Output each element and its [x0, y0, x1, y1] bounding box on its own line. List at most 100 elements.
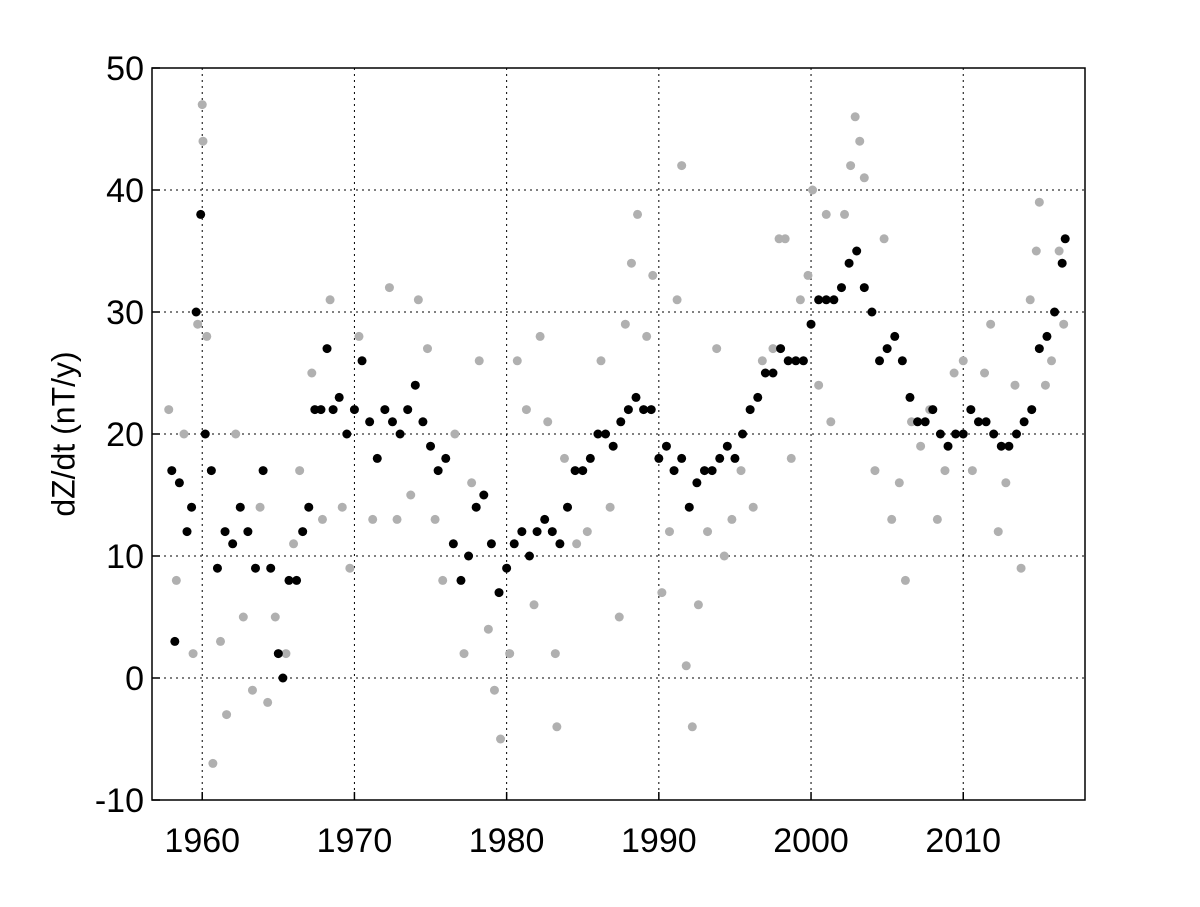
point	[578, 466, 588, 476]
point	[212, 563, 222, 573]
point	[585, 453, 595, 463]
point	[693, 600, 703, 610]
point	[935, 429, 945, 439]
point	[255, 502, 265, 512]
point	[502, 563, 512, 573]
point	[614, 612, 624, 622]
point	[826, 417, 836, 427]
point	[719, 551, 729, 561]
plot-frame	[151, 67, 1086, 801]
point	[1057, 258, 1067, 268]
point	[188, 649, 198, 659]
point	[803, 270, 813, 280]
point	[170, 636, 180, 646]
point	[646, 405, 656, 415]
point	[928, 405, 938, 415]
point	[284, 575, 294, 585]
point	[1034, 344, 1044, 354]
point	[1019, 417, 1029, 427]
point	[1010, 380, 1020, 390]
point	[231, 429, 241, 439]
point	[547, 527, 557, 537]
point	[900, 575, 910, 585]
point	[973, 417, 983, 427]
point	[555, 539, 565, 549]
point	[512, 356, 522, 366]
point	[410, 380, 420, 390]
point	[821, 295, 831, 305]
point	[316, 405, 326, 415]
point	[949, 368, 959, 378]
point	[657, 588, 667, 598]
x-tick-label: 1990	[621, 822, 697, 860]
point	[951, 429, 961, 439]
point	[196, 209, 206, 219]
point	[986, 319, 996, 329]
point	[243, 527, 253, 537]
point	[524, 551, 534, 561]
point	[450, 429, 460, 439]
point	[171, 575, 181, 585]
point	[808, 185, 818, 195]
point	[403, 405, 413, 415]
point	[222, 710, 232, 720]
point	[692, 478, 702, 488]
point	[852, 246, 862, 256]
point	[722, 441, 732, 451]
point	[357, 356, 367, 366]
point	[776, 344, 786, 354]
point	[850, 112, 860, 122]
point	[684, 502, 694, 512]
point	[846, 161, 856, 171]
point	[430, 514, 440, 524]
point	[932, 514, 942, 524]
y-tick-label: 0	[125, 660, 144, 698]
point	[780, 234, 790, 244]
point	[289, 539, 299, 549]
point	[563, 502, 573, 512]
point	[821, 209, 831, 219]
y-tick-label: 50	[106, 50, 144, 88]
point	[727, 514, 737, 524]
point	[238, 612, 248, 622]
point	[677, 453, 687, 463]
y-tick-label: -10	[95, 782, 144, 820]
point	[532, 527, 542, 537]
point	[920, 417, 930, 427]
point	[505, 649, 515, 659]
point	[281, 649, 291, 659]
point	[859, 283, 869, 293]
point	[894, 478, 904, 488]
point	[325, 295, 335, 305]
point	[791, 356, 801, 366]
point	[1059, 319, 1069, 329]
point	[958, 356, 968, 366]
y-axis-label: dZ/dt (nT/y)	[45, 351, 81, 516]
point	[879, 234, 889, 244]
x-tick-label: 2010	[925, 822, 1001, 860]
point	[867, 307, 877, 317]
point	[191, 307, 201, 317]
point	[517, 527, 527, 537]
point	[943, 441, 953, 451]
point	[543, 417, 553, 427]
x-tick-label: 1970	[317, 822, 393, 860]
point	[1042, 331, 1052, 341]
point	[509, 539, 519, 549]
point	[464, 551, 474, 561]
point	[247, 685, 257, 695]
point	[258, 466, 268, 476]
point	[582, 527, 592, 537]
point	[681, 661, 691, 671]
point	[483, 624, 493, 634]
point	[967, 466, 977, 476]
point	[1025, 295, 1035, 305]
point	[768, 344, 778, 354]
point	[448, 539, 458, 549]
point	[1034, 197, 1044, 207]
point	[535, 331, 545, 341]
point	[916, 441, 926, 451]
point	[521, 405, 531, 415]
point	[981, 417, 991, 427]
point	[783, 356, 793, 366]
